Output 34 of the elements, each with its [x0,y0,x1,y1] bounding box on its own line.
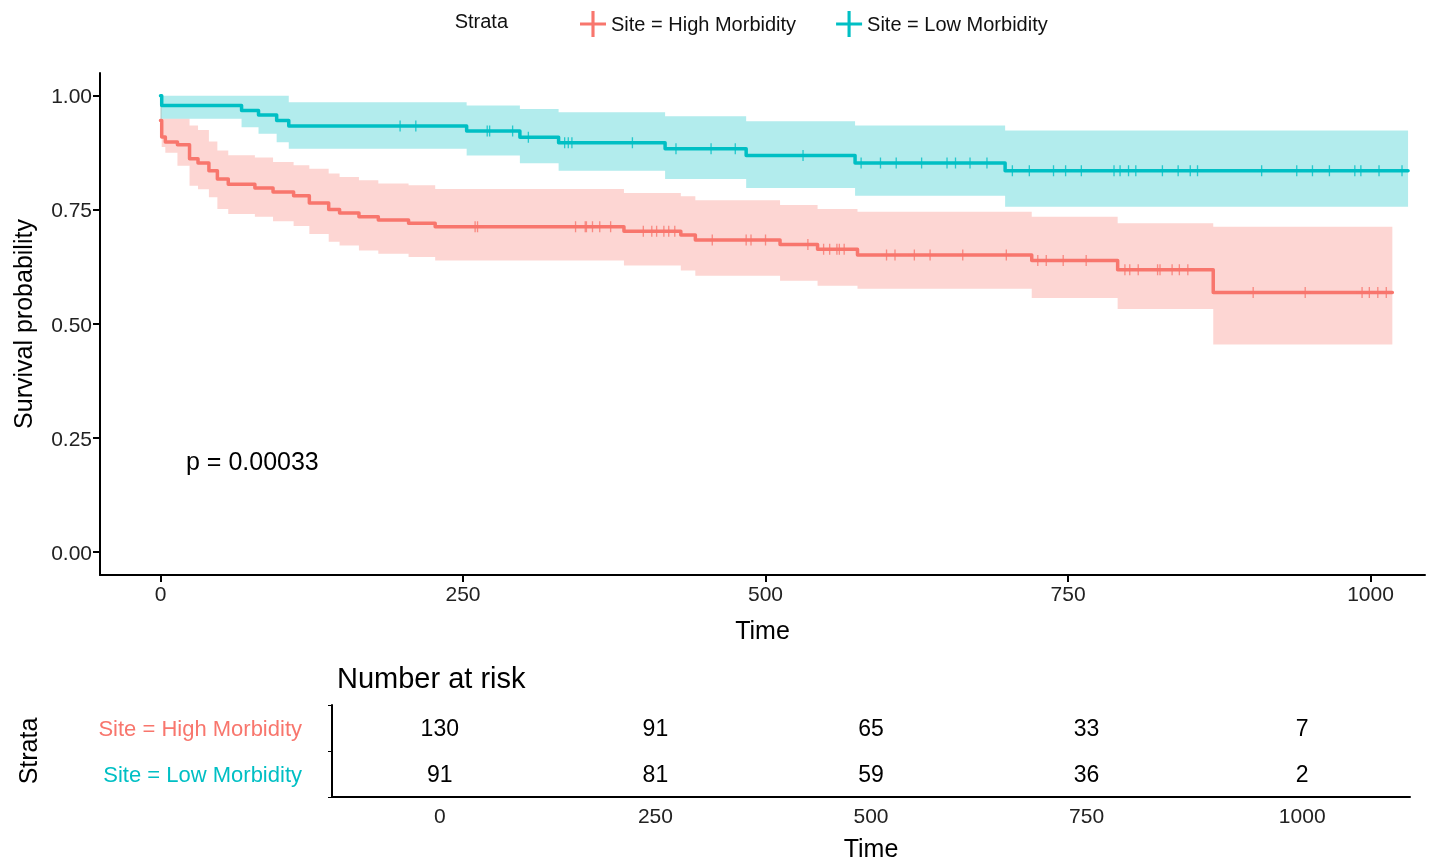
legend-title: Strata [454,10,509,32]
x-tick-label: 0 [433,804,446,827]
legend-label: Site = Low Morbidity [867,13,1048,35]
data-label: 33 [1073,715,1100,741]
data-label: 2 [1295,761,1309,787]
x-tick-label: 250 [637,804,673,827]
y-tick-label: 0.50 [51,312,92,336]
x-axis-title: Time [735,615,790,644]
y-tick-label: 0.25 [51,426,92,450]
x-tick-label: 0 [154,582,167,605]
data-label: 130 [420,715,459,741]
data-label: 36 [1073,761,1100,787]
y-tick-label: 1.00 [51,84,92,108]
x-tick-label: 500 [748,582,784,605]
data-label: 91 [427,761,453,787]
annotation: p = 0.00033 [186,446,319,475]
data-label: 7 [1295,715,1309,741]
x-tick-label: 1000 [1278,804,1326,827]
data-label: 91 [642,715,669,741]
chart-title: Number at risk [337,661,527,694]
x-axis-title: Time [843,833,899,861]
legend-label: Site = High Morbidity [611,13,797,35]
x-tick-label: 500 [853,804,889,827]
x-tick-label: 250 [445,582,481,605]
data-label: 65 [858,715,884,741]
y-tick-label: 0.75 [51,198,92,222]
y-tick-label: 0.00 [51,540,92,564]
y-axis-title: Strata [13,717,42,785]
x-tick-label: 750 [1050,582,1086,605]
y-axis-title: Survival probability [8,218,37,429]
x-tick-label: 1000 [1347,582,1394,605]
data-label: 81 [642,761,669,787]
data-label: 59 [858,761,884,787]
x-tick-label: 750 [1069,804,1105,827]
